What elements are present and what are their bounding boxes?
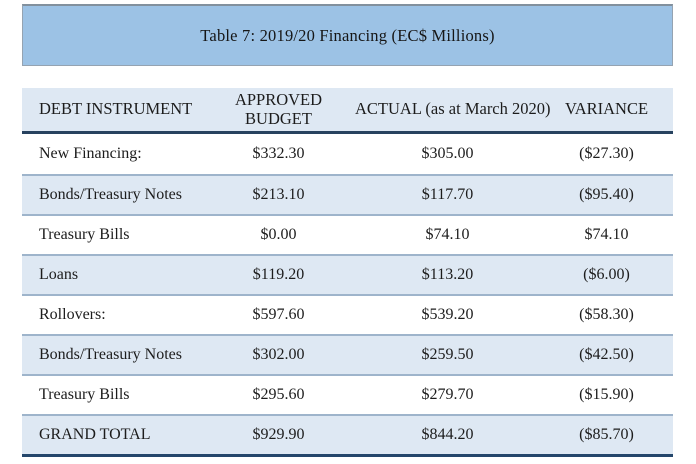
cell-variance: ($15.90) [579, 385, 634, 403]
cell-approved: $302.00 [252, 345, 305, 363]
cell-approved: $119.20 [252, 265, 305, 283]
cell-approved: $213.10 [252, 185, 305, 203]
cell-approved: $597.60 [252, 305, 305, 323]
cell-variance: ($27.30) [579, 144, 634, 162]
cell-variance: $74.10 [584, 225, 629, 243]
cell-variance: ($85.70) [579, 425, 634, 443]
cell-actual: $113.20 [421, 265, 474, 283]
cell-instrument: GRAND TOTAL [39, 425, 151, 443]
cell-approved: $929.90 [252, 425, 305, 443]
table-row-treasury-bills-2: Treasury Bills $295.60 $279.70 ($15.90) [22, 374, 673, 414]
cell-instrument: Treasury Bills [39, 385, 130, 403]
cell-actual: $74.10 [425, 225, 470, 243]
cell-instrument: New Financing: [39, 144, 142, 162]
cell-variance: ($42.50) [579, 345, 634, 363]
financing-table: DEBT INSTRUMENT APPROVED BUDGET ACTUAL (… [22, 88, 673, 457]
cell-approved: $295.60 [252, 385, 305, 403]
cell-instrument: Bonds/Treasury Notes [39, 185, 182, 203]
cell-instrument: Treasury Bills [39, 225, 130, 243]
cell-variance: ($58.30) [579, 305, 634, 323]
column-header-approved-budget: APPROVED BUDGET [234, 89, 323, 128]
table-row-bonds-treasury-notes-2: Bonds/Treasury Notes $302.00 $259.50 ($4… [22, 334, 673, 374]
cell-instrument: Rollovers: [39, 305, 106, 323]
cell-instrument: Bonds/Treasury Notes [39, 345, 182, 363]
table-row-rollovers: Rollovers: $597.60 $539.20 ($58.30) [22, 294, 673, 334]
table-row-grand-total: GRAND TOTAL $929.90 $844.20 ($85.70) [22, 414, 673, 454]
cell-actual: $259.50 [421, 345, 474, 363]
cell-actual: $844.20 [421, 425, 474, 443]
cell-actual: $539.20 [421, 305, 474, 323]
cell-approved: $332.30 [252, 144, 305, 162]
table-row-loans: Loans $119.20 $113.20 ($6.00) [22, 254, 673, 294]
column-header-variance: VARIANCE [564, 99, 649, 119]
cell-variance: ($95.40) [579, 185, 634, 203]
cell-actual: $117.70 [421, 185, 474, 203]
cell-actual: $305.00 [421, 144, 474, 162]
table-title-bar: Table 7: 2019/20 Financing (EC$ Millions… [22, 4, 673, 66]
table-row-bonds-treasury-notes-1: Bonds/Treasury Notes $213.10 $117.70 ($9… [22, 174, 673, 214]
table-title: Table 7: 2019/20 Financing (EC$ Millions… [200, 25, 495, 45]
column-header-debt-instrument: DEBT INSTRUMENT [39, 99, 193, 119]
cell-variance: ($6.00) [583, 265, 630, 283]
table-header-row: DEBT INSTRUMENT APPROVED BUDGET ACTUAL (… [22, 88, 673, 134]
cell-approved: $0.00 [260, 225, 297, 243]
cell-instrument: Loans [39, 265, 79, 283]
table-row-treasury-bills-1: Treasury Bills $0.00 $74.10 $74.10 [22, 214, 673, 254]
table-row-new-financing: New Financing: $332.30 $305.00 ($27.30) [22, 134, 673, 174]
cell-actual: $279.70 [421, 385, 474, 403]
column-header-actual: ACTUAL (as at March 2020) [355, 99, 551, 119]
